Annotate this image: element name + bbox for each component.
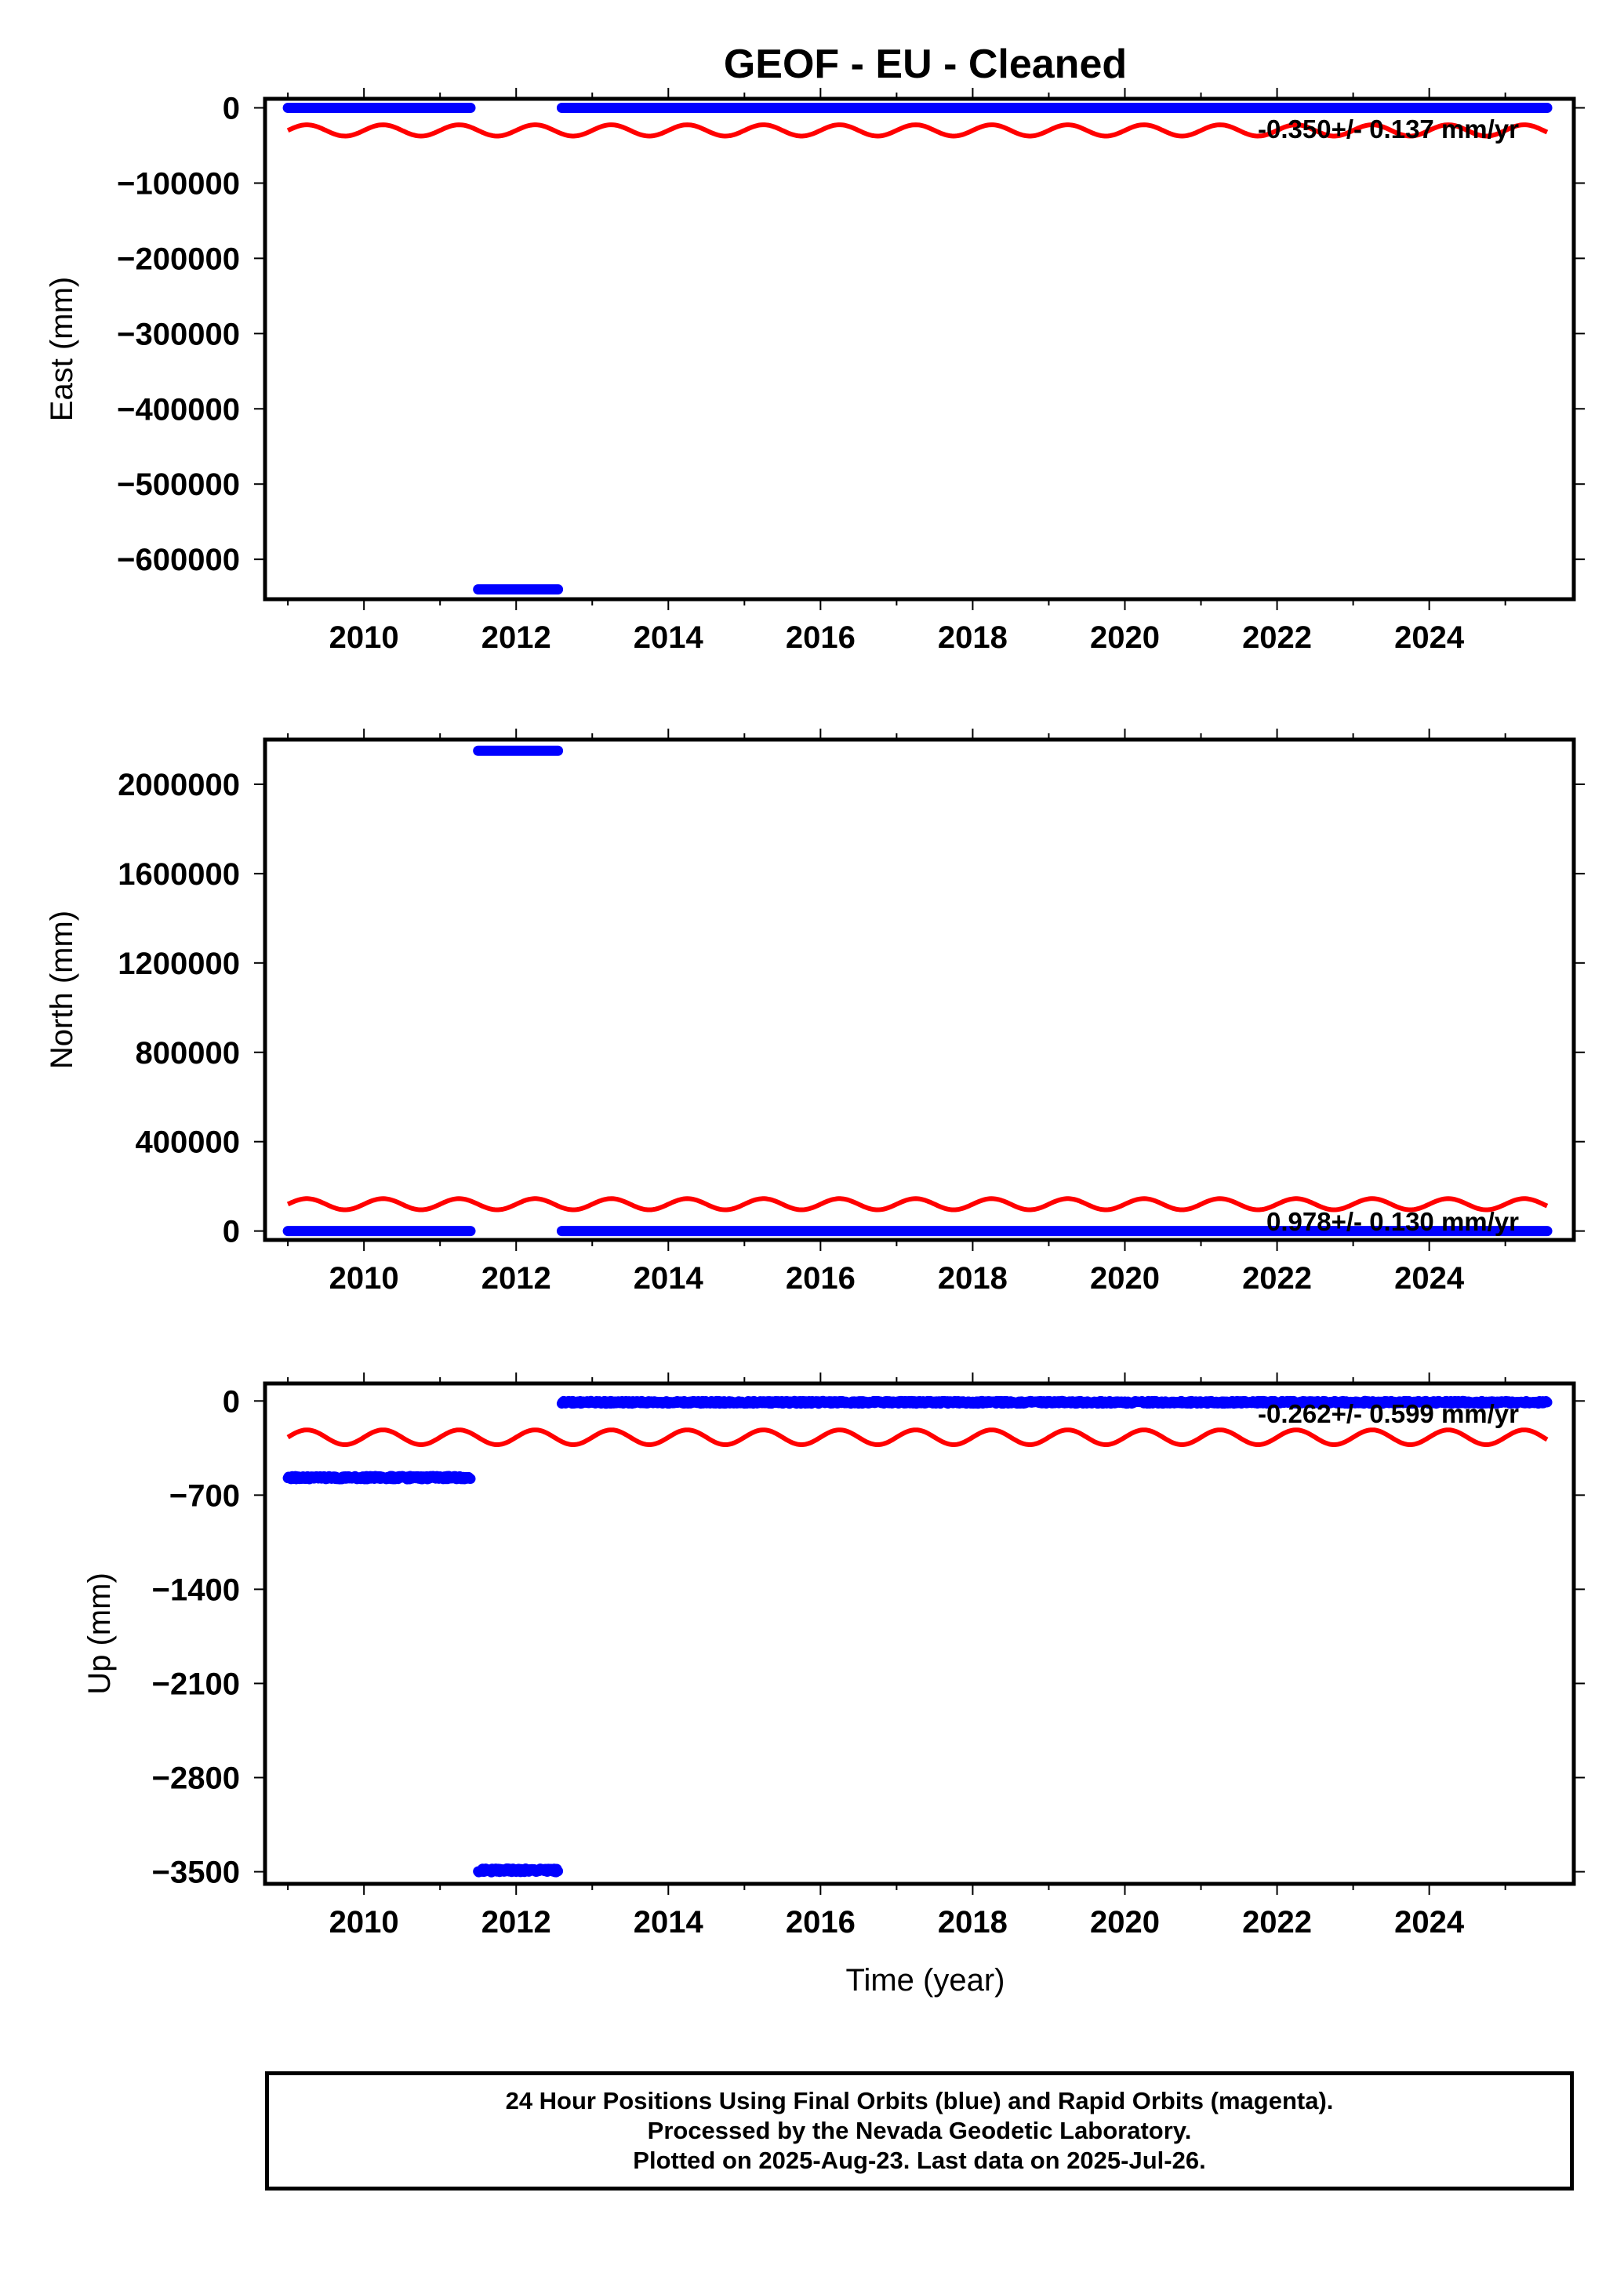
up-y-tick-label: −2100	[152, 1667, 240, 1701]
up-x-tick-label: 2014	[634, 1905, 704, 1940]
north-panel: 2010 2012 2014 2016 2018 2020 2022 2024 0 400000 8…	[45, 729, 1585, 1296]
up-x-tick-label: 2020	[1090, 1905, 1160, 1940]
up-x-tick-label: 2016	[786, 1905, 856, 1940]
east-x-tick-label: 2018	[938, 620, 1008, 655]
north-x-tick-label: 2010	[329, 1261, 399, 1296]
north-y-tick-label: 2000000	[118, 768, 240, 802]
east-y-tick-label: −500000	[117, 467, 240, 502]
north-x-tick-label: 2016	[786, 1261, 856, 1296]
up-model-curve	[286, 1427, 1549, 1448]
up-final-orbit-point	[465, 1474, 476, 1485]
north-x-tick-label: 2020	[1090, 1261, 1160, 1296]
east-rate-annotation: -0.350+/- 0.137 mm/yr	[1258, 115, 1519, 144]
footer-line-2: Processed by the Nevada Geodetic Laborat…	[647, 2117, 1192, 2144]
north-y-tick-label: 1600000	[118, 857, 240, 892]
up-final-orbit-point	[553, 1866, 564, 1877]
up-y-tick-label: −3500	[152, 1856, 240, 1890]
chart-title: GEOF - EU - Cleaned	[724, 42, 1127, 87]
north-x-tick-label: 2018	[938, 1261, 1008, 1296]
north-x-tick-label: 2024	[1394, 1261, 1465, 1296]
up-y-axis-label: Up (mm)	[82, 1572, 117, 1695]
north-y-tick-label: 800000	[136, 1036, 240, 1071]
up-final-orbit-point	[1542, 1397, 1553, 1408]
north-rate-annotation: 0.978+/- 0.130 mm/yr	[1266, 1207, 1519, 1236]
north-x-tick-label: 2012	[481, 1261, 551, 1296]
up-y-tick-label: −2800	[152, 1762, 240, 1796]
up-x-tick-label: 2018	[938, 1905, 1008, 1940]
up-x-tick-label: 2010	[329, 1905, 399, 1940]
east-model-curve	[286, 122, 1549, 139]
up-plot-frame	[263, 1381, 1576, 1886]
footer-line-3: Plotted on 2025-Aug-23. Last data on 202…	[633, 2147, 1206, 2174]
east-y-tick-label: 0	[223, 92, 240, 126]
up-y-tick-label: −700	[169, 1478, 240, 1513]
up-x-tick-label: 2024	[1394, 1905, 1465, 1940]
east-y-tick-label: −400000	[117, 392, 240, 427]
up-y-tick-label: −1400	[152, 1572, 240, 1607]
up-x-tick-label: 2022	[1242, 1905, 1312, 1940]
north-x-tick-label: 2022	[1242, 1261, 1312, 1296]
footer-box: 24 Hour Positions Using Final Orbits (bl…	[265, 2071, 1574, 2191]
east-x-tick-label: 2024	[1394, 620, 1465, 655]
east-x-tick-label: 2016	[786, 620, 856, 655]
north-y-tick-label: 400000	[136, 1125, 240, 1160]
up-rate-annotation: -0.262+/- 0.599 mm/yr	[1258, 1399, 1519, 1428]
east-x-tick-label: 2012	[481, 620, 551, 655]
east-y-tick-label: −600000	[117, 543, 240, 577]
east-x-tick-label: 2014	[634, 620, 704, 655]
north-y-tick-label: 1200000	[118, 947, 240, 981]
north-y-tick-label: 0	[223, 1215, 240, 1249]
north-y-axis-label: North (mm)	[45, 911, 79, 1069]
up-panel: 2010 2012 2014 2016 2018 2020 2022 2024 0 −700 −14…	[82, 1373, 1585, 1940]
east-y-tick-label: −200000	[117, 242, 240, 276]
east-y-axis-label: East (mm)	[45, 277, 79, 421]
east-x-tick-label: 2022	[1242, 620, 1312, 655]
east-y-tick-label: −100000	[117, 166, 240, 201]
east-y-tick-label: −300000	[117, 317, 240, 351]
north-x-tick-label: 2014	[634, 1261, 704, 1296]
footer-line-1: 24 Hour Positions Using Final Orbits (bl…	[505, 2087, 1334, 2114]
north-plot-frame	[263, 737, 1576, 1242]
north-model-curve	[286, 1196, 1549, 1213]
x-axis-label: Time (year)	[846, 1963, 1005, 1998]
up-x-tick-label: 2012	[481, 1905, 551, 1940]
up-y-tick-label: 0	[223, 1384, 240, 1419]
east-panel: 2010 2012 2014 2016 2018 2020 2022 2024 0 −100000…	[45, 88, 1585, 655]
east-x-tick-label: 2010	[329, 620, 399, 655]
east-x-tick-label: 2020	[1090, 620, 1160, 655]
east-plot-frame	[263, 96, 1576, 602]
